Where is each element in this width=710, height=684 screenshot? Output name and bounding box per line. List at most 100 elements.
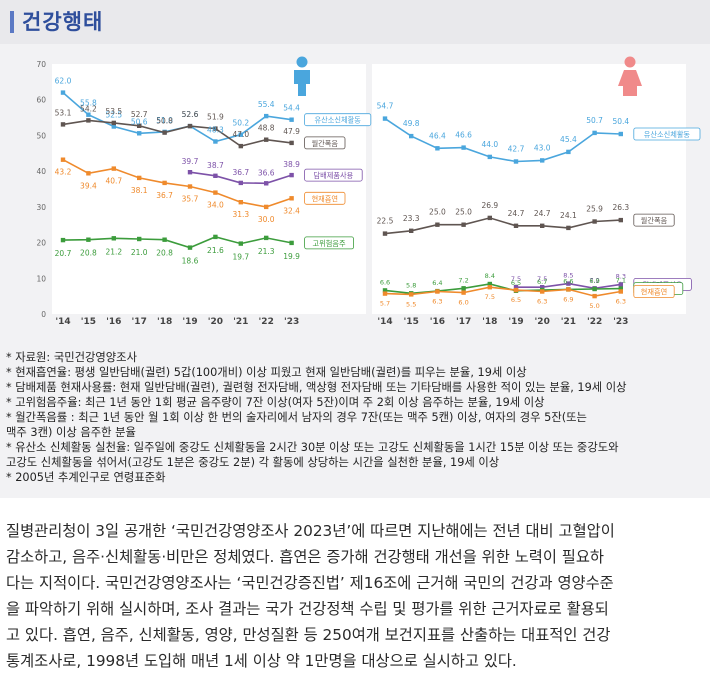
data-point xyxy=(382,116,388,121)
legend-tag-label: 유산소신체활동 xyxy=(644,130,691,139)
legend-tag-box xyxy=(633,127,701,141)
data-point xyxy=(592,293,597,299)
data-point xyxy=(86,237,91,242)
data-point xyxy=(487,281,492,287)
legend-tag-label: 월간폭음 xyxy=(641,216,668,225)
data-point xyxy=(264,137,269,142)
footnote: * 월간폭음률 : 최근 1년 동안 월 1회 이상 한 번의 술자리에서 남자… xyxy=(6,411,587,424)
x-tick-label: '16 xyxy=(106,317,121,327)
data-point xyxy=(289,196,294,201)
data-label: 34.0 xyxy=(207,201,224,210)
legend-tag-label: 담배제품사용 xyxy=(314,171,354,180)
data-point xyxy=(213,234,218,240)
x-tick-label: '22 xyxy=(587,317,602,327)
data-label: 30.0 xyxy=(258,215,275,224)
data-label: 24.7 xyxy=(534,209,551,218)
x-tick-label: '23 xyxy=(613,317,628,327)
data-label: 7.2 xyxy=(458,276,468,284)
y-tick-label: 50 xyxy=(36,131,46,140)
data-label: 47.9 xyxy=(283,127,300,136)
data-point xyxy=(540,289,545,294)
chart-svg: 0 10 20 30 40 50 60 70 '14 '15 '16 '17 '18 '19 '20 '21 '… xyxy=(36,56,701,327)
x-tick-label: '18 xyxy=(157,317,172,327)
x-tick-label: '19 xyxy=(508,317,523,327)
data-point xyxy=(566,149,571,155)
data-point xyxy=(213,190,218,195)
data-point xyxy=(382,231,388,236)
legend-tag-box xyxy=(304,113,372,127)
data-point xyxy=(461,290,466,295)
data-label: 49.8 xyxy=(403,119,420,128)
data-point xyxy=(566,287,571,292)
data-label: 39.7 xyxy=(182,157,199,166)
data-label: 26.9 xyxy=(481,201,498,210)
section-header: 건강행태 xyxy=(0,0,710,44)
data-label: 38.1 xyxy=(131,186,148,195)
footnote: * 고위험음주율: 최근 1년 동안 1회 평균 음주량이 7잔 이상(여자 5… xyxy=(6,396,545,409)
data-point xyxy=(289,117,294,122)
data-point xyxy=(86,118,91,123)
data-label: 7.2 xyxy=(589,276,599,284)
data-point xyxy=(187,184,193,189)
y-tick-label: 0 xyxy=(41,310,46,319)
data-point xyxy=(264,181,269,186)
data-point xyxy=(60,90,66,95)
data-point xyxy=(540,158,545,163)
x-tick-label: '22 xyxy=(259,317,274,327)
data-point xyxy=(513,287,519,293)
y-tick-label: 10 xyxy=(36,274,46,283)
data-point xyxy=(238,200,243,205)
data-label: 51.9 xyxy=(207,113,224,122)
data-label: 8.3 xyxy=(616,272,626,280)
data-point xyxy=(289,240,294,246)
legend-tag-label: 현재흡연 xyxy=(641,288,667,297)
legend-tag-label: 현재흡연 xyxy=(312,194,338,203)
data-label: 6.7 xyxy=(537,278,547,286)
x-tick-label: '17 xyxy=(456,317,471,327)
data-label: 52.6 xyxy=(182,110,199,119)
data-label: 52.7 xyxy=(131,110,148,119)
data-label: 5.7 xyxy=(380,300,390,308)
data-label: 46.6 xyxy=(455,131,472,140)
x-tick-label: '15 xyxy=(81,317,96,327)
x-tick-label: '14 xyxy=(55,317,70,327)
data-point xyxy=(435,146,440,151)
data-label: 7.5 xyxy=(485,293,495,301)
data-label: 6.4 xyxy=(432,279,442,287)
data-point xyxy=(238,241,243,246)
data-label: 6.3 xyxy=(432,298,442,306)
data-point xyxy=(111,236,116,241)
data-point xyxy=(137,236,142,242)
data-label: 6.3 xyxy=(537,298,547,306)
data-label: 43.2 xyxy=(55,168,72,177)
x-tick-label: '15 xyxy=(404,317,419,327)
data-label: 55.4 xyxy=(258,100,275,109)
data-label: 6.5 xyxy=(511,279,521,287)
female-person-icon xyxy=(618,56,642,96)
data-point xyxy=(213,139,218,144)
data-label: 26.3 xyxy=(612,203,629,212)
data-label: 6.9 xyxy=(589,277,599,285)
data-label: 45.4 xyxy=(560,135,577,144)
data-label: 54.2 xyxy=(80,104,97,113)
x-tick-label: '18 xyxy=(482,317,497,327)
data-point xyxy=(409,228,414,233)
data-label: 6.6 xyxy=(380,278,390,286)
data-label: 21.6 xyxy=(207,246,224,255)
article-line: 다는 지적이다. 국민건강영양조사는 ‘국민건강증진법’ 제16조에 근거해 국… xyxy=(6,574,614,592)
data-point xyxy=(409,292,414,297)
header-accent-bar xyxy=(10,11,14,33)
data-point xyxy=(162,237,167,242)
data-label: 24.1 xyxy=(560,211,577,220)
data-point xyxy=(618,217,623,223)
data-point xyxy=(238,180,243,186)
data-point xyxy=(60,237,66,243)
legend-tag-box xyxy=(304,236,355,250)
x-tick-label: '21 xyxy=(233,317,248,327)
male-person-icon xyxy=(294,56,310,96)
data-point xyxy=(238,132,243,137)
data-label: 6.6 xyxy=(563,277,573,285)
data-point xyxy=(137,123,142,128)
data-point xyxy=(461,145,466,150)
data-label: 48.3 xyxy=(207,126,224,135)
